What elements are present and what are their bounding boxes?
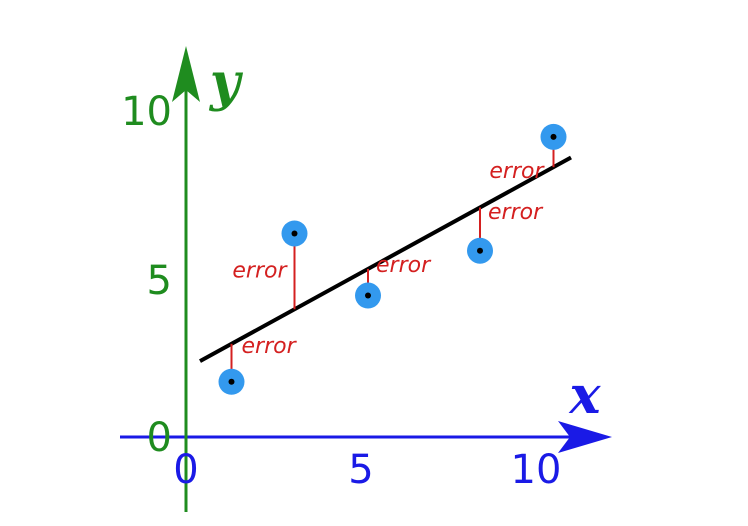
error-label: error — [376, 253, 432, 278]
data-points-group — [218, 123, 567, 395]
x-axis-title: x — [568, 365, 601, 426]
data-point-center — [291, 230, 298, 237]
x-axis-arrow — [558, 421, 612, 453]
y-axis-arrow — [172, 46, 200, 102]
error-label: error — [489, 159, 545, 184]
labels-group: x y error error error error error — [209, 52, 602, 426]
x-tick-label: 0 — [173, 447, 198, 493]
error-label: error — [488, 200, 544, 225]
axes: 0 5 10 0 5 10 — [120, 46, 612, 512]
error-label: error — [232, 258, 288, 283]
fit-line-group — [199, 155, 572, 363]
y-axis-title: y — [209, 52, 244, 113]
data-point-center — [477, 247, 483, 254]
y-tick-label: 10 — [121, 89, 172, 135]
data-point-center — [365, 292, 371, 299]
x-tick-label: 10 — [511, 447, 562, 493]
y-tick-label: 0 — [147, 415, 172, 461]
data-point-center — [550, 133, 557, 140]
data-point-center — [228, 378, 235, 385]
x-tick-label: 5 — [348, 447, 373, 493]
y-tick-label: 5 — [147, 258, 172, 304]
fit-line — [199, 155, 572, 363]
error-label: error — [242, 334, 298, 359]
